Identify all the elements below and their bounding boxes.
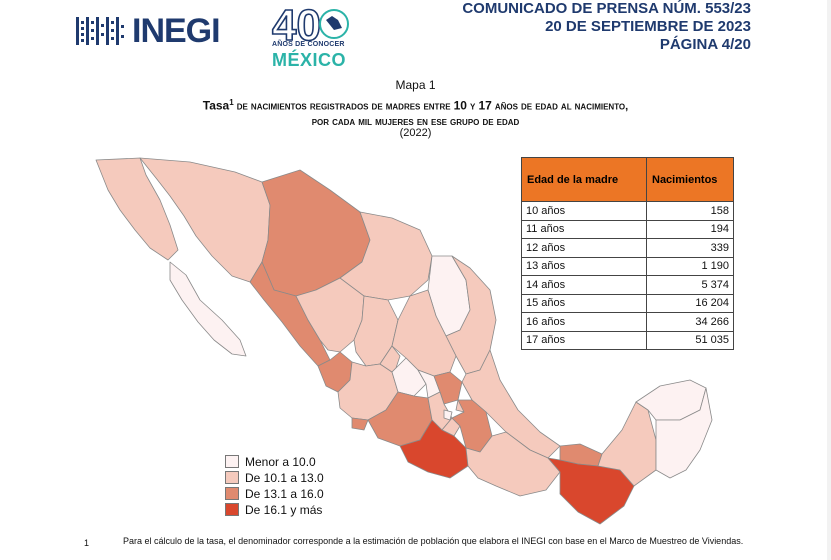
- legend-swatch: [225, 471, 239, 484]
- table-cell-age: 15 años: [521, 293, 647, 313]
- anniversary-country: MÉXICO: [272, 50, 347, 70]
- table-cell-age: 13 años: [521, 256, 647, 276]
- anniversary-number: 40: [272, 1, 321, 50]
- table-cell-births: 158: [646, 201, 734, 221]
- state-san-luis-potosi: [391, 289, 457, 377]
- map-title-num2: 17: [478, 98, 492, 113]
- table-cell-births: 339: [646, 238, 734, 258]
- table-cell-age: 14 años: [521, 275, 647, 295]
- state-baja-california: [95, 157, 179, 261]
- table-cell-births: 1 190: [646, 256, 734, 276]
- map-title-num1: 10: [453, 98, 467, 113]
- map-title-line1: Tasa1 de nacimientos registrados de madr…: [0, 95, 831, 115]
- table-cell-births: 34 266: [646, 312, 734, 332]
- table-row: 15 años 16 204: [521, 293, 734, 313]
- anniversary-logo: 40: [271, 0, 349, 51]
- map-title: Tasa1 de nacimientos registrados de madr…: [0, 95, 831, 130]
- births-by-age-table: Edad de la madre Nacimientos 10 años 158 …: [521, 157, 734, 350]
- table-header-row: Edad de la madre Nacimientos: [521, 157, 734, 202]
- table-cell-births: 194: [646, 219, 734, 239]
- inegi-logo: INEGI: [76, 11, 221, 50]
- table-header-births: Nacimientos: [646, 157, 734, 202]
- table-cell-age: 16 años: [521, 312, 647, 332]
- table-row: 12 años 339: [521, 238, 734, 258]
- map-year: (2022): [399, 127, 432, 139]
- table-cell-births: 16 204: [646, 293, 734, 313]
- map-title-part-c: años de edad al nacimiento,: [491, 100, 629, 113]
- legend-swatch: [225, 503, 239, 516]
- press-release-number: COMUNICADO DE PRENSA NÚM. 553/23: [462, 0, 751, 17]
- table-cell-age: 12 años: [521, 238, 647, 258]
- table-cell-births: 5 374: [646, 275, 734, 295]
- footnote-number: 1: [84, 538, 90, 548]
- state-colima: [351, 417, 369, 431]
- map-title-and: y: [466, 100, 479, 113]
- inegi-dots-icon: [76, 17, 124, 45]
- legend-label: Menor a 10.0: [245, 454, 316, 469]
- press-release-date: 20 DE SEPTIEMBRE DE 2023: [545, 18, 751, 35]
- table-cell-age: 11 años: [521, 219, 647, 239]
- table-cell-age: 10 años: [521, 201, 647, 221]
- table-row: 10 años 158: [521, 201, 734, 221]
- state-quintana-roo: [655, 387, 713, 479]
- table-cell-births: 51 035: [646, 330, 734, 350]
- legend-item: De 10.1 a 13.0: [225, 470, 324, 485]
- table-row: 16 años 34 266: [521, 312, 734, 332]
- table-cell-age: 17 años: [521, 330, 647, 350]
- press-release-header: COMUNICADO DE PRENSA NÚM. 553/23 20 DE S…: [462, 0, 751, 54]
- table-row: 17 años 51 035: [521, 330, 734, 350]
- map-title-rate: Tasa: [202, 98, 230, 113]
- map-label: Mapa 1: [395, 78, 436, 92]
- state-chiapas: [547, 457, 635, 525]
- table-row: 11 años 194: [521, 219, 734, 239]
- anniversary-line: AÑOS DE CONOCER: [272, 41, 345, 48]
- table-row: 13 años 1 190: [521, 256, 734, 276]
- inegi-logo-text: INEGI: [132, 11, 221, 50]
- legend-item: De 16.1 y más: [225, 502, 324, 517]
- state-sinaloa: [249, 261, 331, 367]
- table-header-age: Edad de la madre: [521, 157, 647, 202]
- legend-swatch: [225, 487, 239, 500]
- page-edge: [827, 0, 831, 560]
- footnote-text: Para el cálculo de la tasa, el denominad…: [123, 536, 744, 546]
- legend-item: De 13.1 a 16.0: [225, 486, 324, 501]
- state-baja-california-sur: [169, 261, 247, 357]
- legend-item: Menor a 10.0: [225, 454, 324, 469]
- legend-label: De 13.1 a 16.0: [245, 486, 324, 501]
- legend-swatch: [225, 455, 239, 468]
- press-release-page: PÁGINA 4/20: [659, 36, 751, 53]
- table-row: 14 años 5 374: [521, 275, 734, 295]
- state-aguascalientes: [379, 345, 401, 373]
- legend-label: De 10.1 a 13.0: [245, 470, 324, 485]
- legend-label: De 16.1 y más: [245, 502, 323, 517]
- map-title-line2: por cada mil mujeres en ese grupo de eda…: [311, 115, 520, 128]
- map-legend: Menor a 10.0 De 10.1 a 13.0 De 13.1 a 16…: [225, 454, 324, 518]
- map-title-footnote-ref: 1: [229, 98, 234, 107]
- map-title-part-b: de nacimientos registrados de madres ent…: [233, 100, 454, 113]
